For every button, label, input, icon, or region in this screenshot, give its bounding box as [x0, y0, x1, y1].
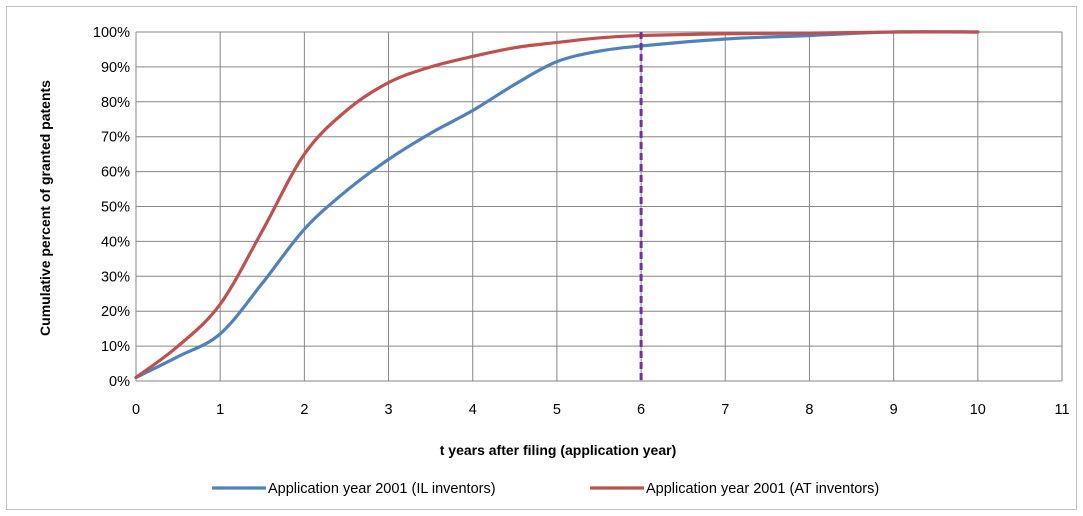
- y-tick-label: 60%: [101, 165, 130, 181]
- chart-frame: [6, 6, 1077, 510]
- y-axis-title: Cumulative percent of granted patents: [37, 80, 53, 336]
- series-il-inventors-line: [134, 30, 980, 380]
- y-tick-label: 0%: [109, 374, 130, 390]
- y-tick-label: 80%: [101, 95, 130, 111]
- y-tick-label: 50%: [101, 200, 130, 216]
- x-tick-label: 8: [805, 402, 813, 418]
- x-axis-title: t years after filing (application year): [440, 442, 677, 458]
- y-tick-label: 100%: [93, 25, 130, 41]
- y-tick-label: 10%: [101, 339, 130, 355]
- legend-label-at: Application year 2001 (AT inventors): [646, 481, 879, 497]
- x-tick-label: 0: [132, 402, 140, 418]
- series-lines: [134, 30, 980, 380]
- x-tick-label: 2: [300, 402, 308, 418]
- y-tick-label: 30%: [101, 269, 130, 285]
- y-tick-label: 70%: [101, 130, 130, 146]
- x-tick-label: 9: [890, 402, 898, 418]
- x-tick-label: 11: [1054, 402, 1069, 418]
- y-axis-ticks: 0% 10% 20% 30% 40% 50% 60% 70% 80% 90% 100%: [93, 25, 130, 390]
- legend-label-il: Application year 2001 (IL inventors): [268, 481, 496, 497]
- grid-lines: [135, 31, 1063, 382]
- x-tick-label: 1: [216, 402, 224, 418]
- legend: Application year 2001 (IL inventors) Appl…: [212, 481, 879, 497]
- y-tick-label: 90%: [101, 60, 130, 76]
- x-axis-ticks: 0 1 2 3 4 5 6 7 8 9 10 11: [132, 402, 1070, 418]
- x-tick-label: 4: [469, 402, 477, 418]
- x-tick-label: 5: [553, 402, 561, 418]
- x-tick-label: 3: [385, 402, 393, 418]
- x-tick-label: 10: [970, 402, 986, 418]
- y-tick-label: 40%: [101, 234, 130, 250]
- y-tick-label: 20%: [101, 304, 130, 320]
- series-at-inventors-line: [134, 30, 980, 380]
- x-tick-label: 7: [721, 402, 729, 418]
- x-tick-label: 6: [637, 402, 645, 418]
